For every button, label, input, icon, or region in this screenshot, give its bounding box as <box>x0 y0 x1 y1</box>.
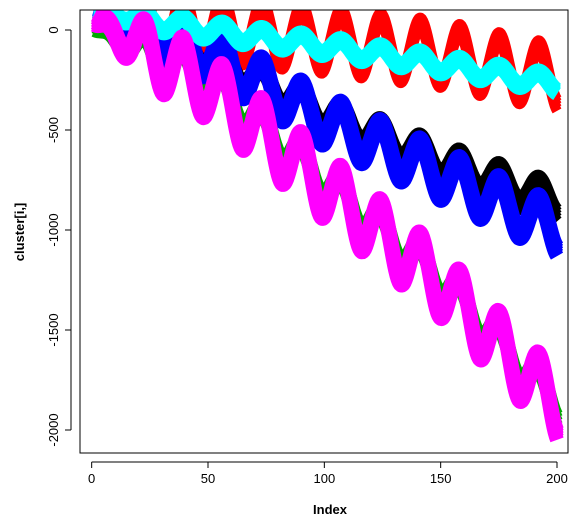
x-axis-title: Index <box>313 502 348 517</box>
y-tick-label: 0 <box>46 26 61 33</box>
series-6-line-5 <box>88 10 564 434</box>
x-tick-label: 200 <box>546 471 568 486</box>
series-layer <box>88 10 564 444</box>
series-6 <box>88 10 564 444</box>
y-axis: 0 -500 -1000 -1500 -2000 <box>46 26 72 447</box>
y-tick-label: -1000 <box>46 213 61 246</box>
plot-frame <box>79 9 569 454</box>
series-5-line-5 <box>88 10 563 96</box>
y-tick-label: -500 <box>46 117 61 143</box>
series-5 <box>88 10 563 101</box>
x-tick-label: 150 <box>430 471 452 486</box>
x-tick-label: 100 <box>313 471 335 486</box>
y-tick-label: -2000 <box>46 413 61 446</box>
x-tick-label: 50 <box>201 471 215 486</box>
x-axis: 0 50 100 150 200 <box>88 461 568 486</box>
y-axis-title: cluster[i,] <box>12 203 27 262</box>
y-tick-label: -1500 <box>46 313 61 346</box>
x-tick-label: 0 <box>88 471 95 486</box>
